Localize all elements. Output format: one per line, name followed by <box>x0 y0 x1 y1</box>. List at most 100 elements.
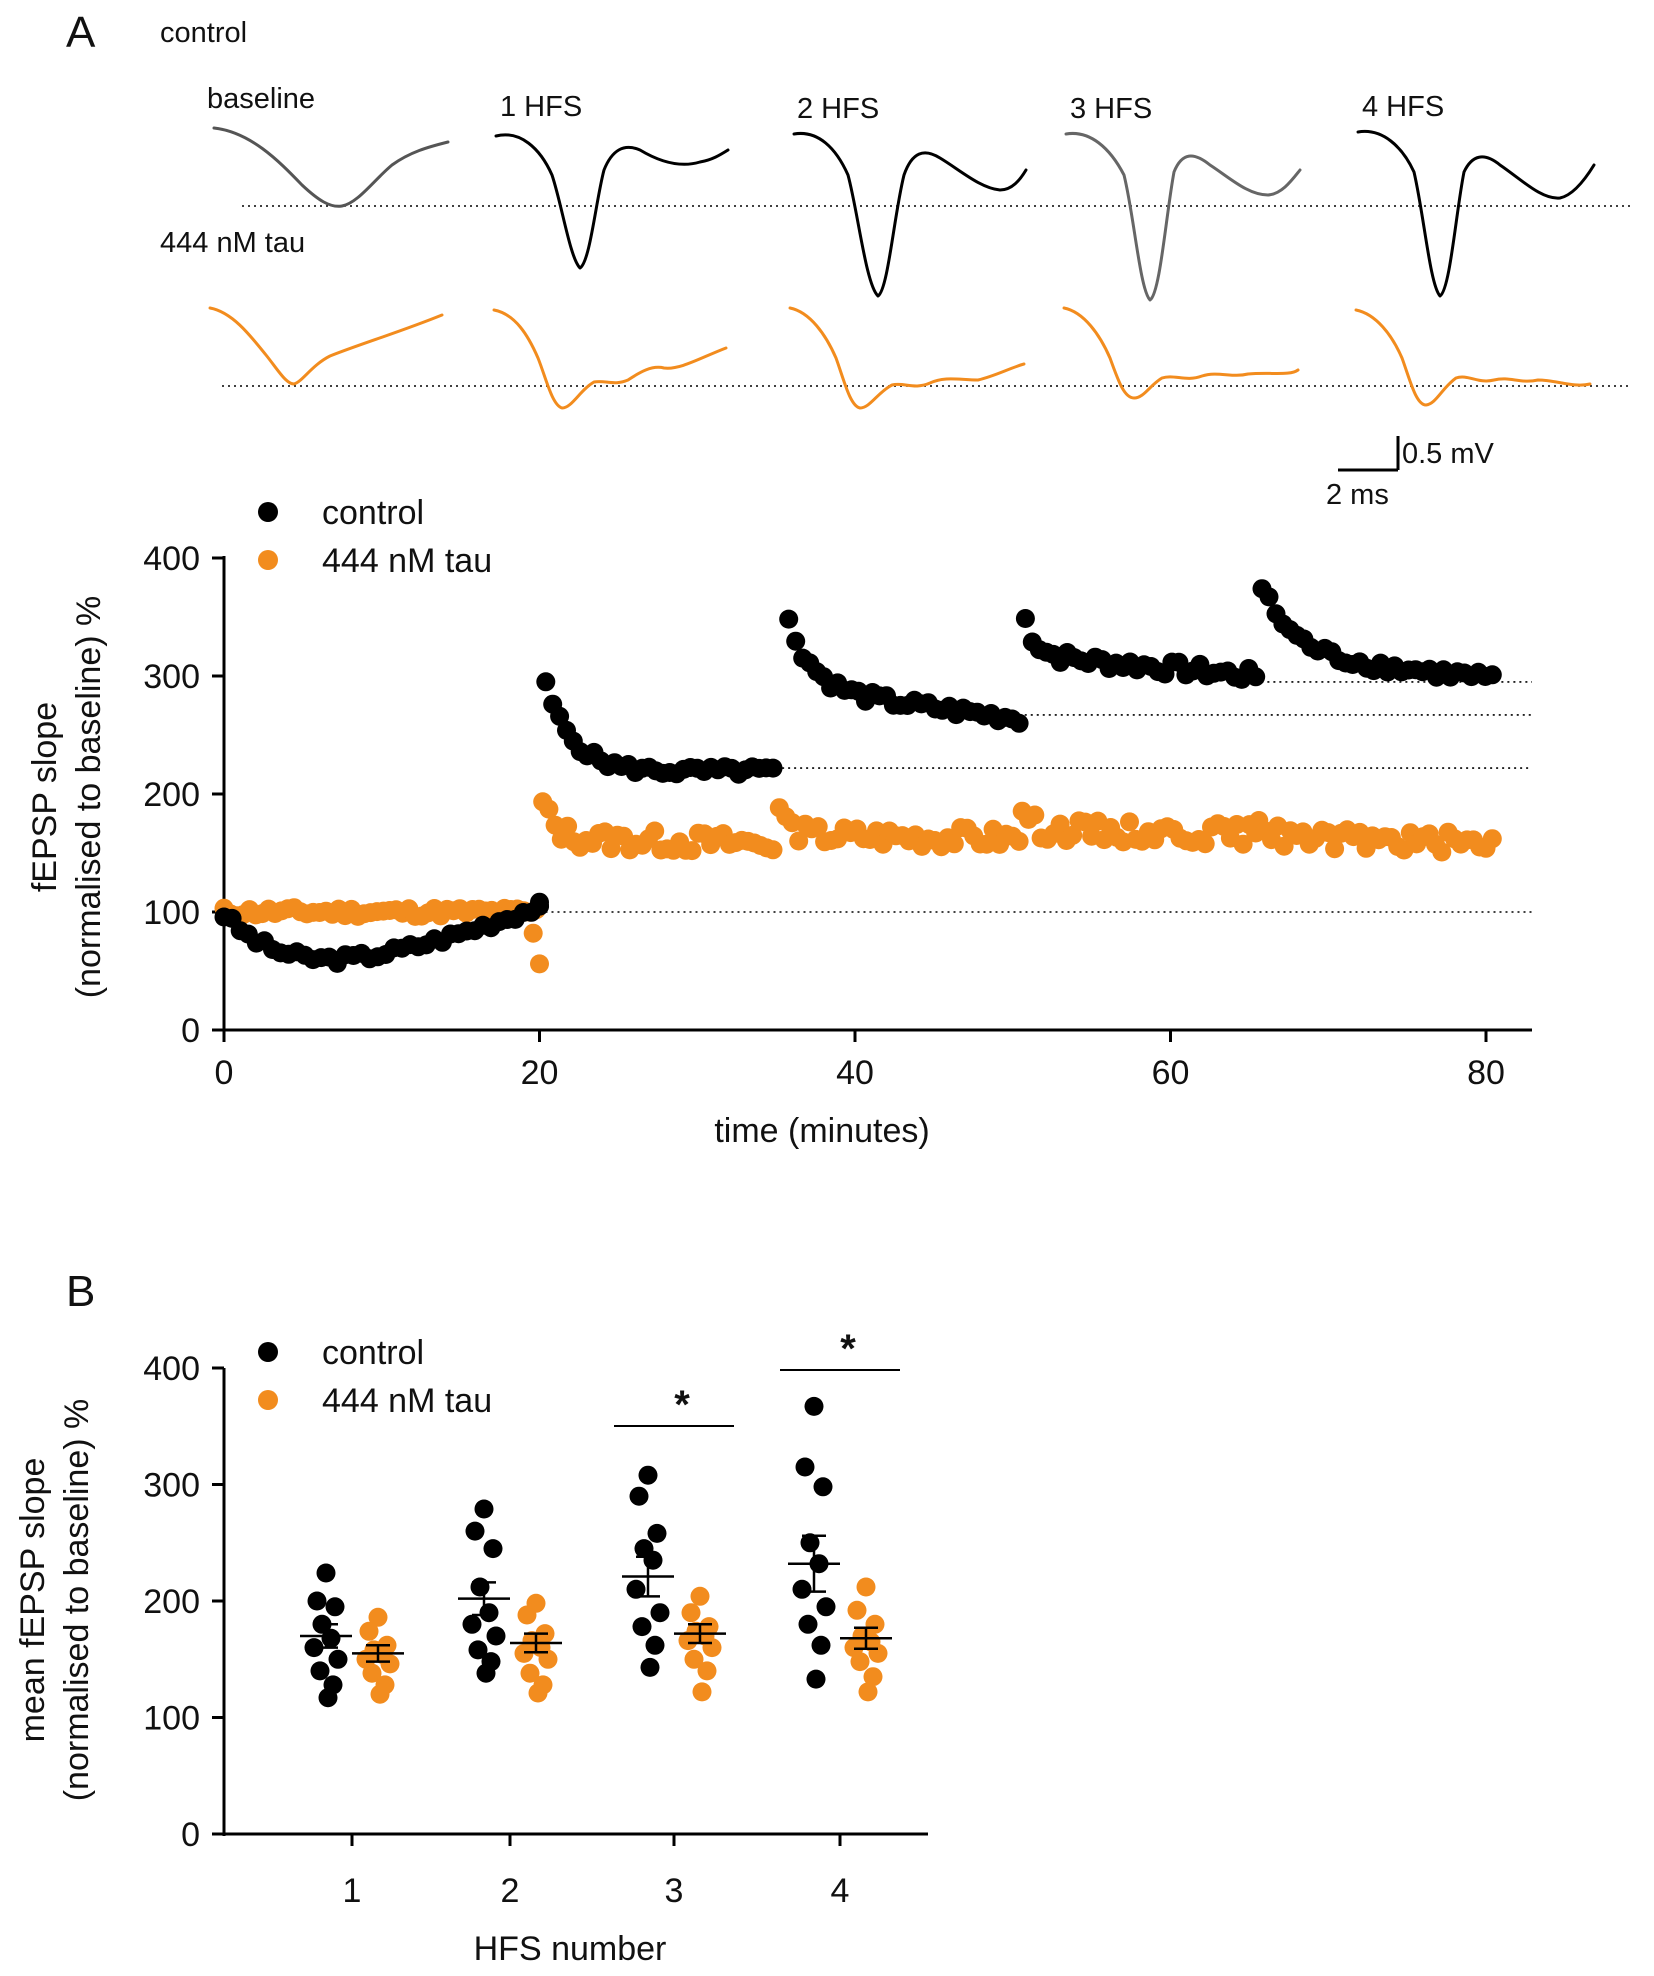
summary-point-control <box>643 1550 663 1570</box>
scale-bar: 0.5 mV 2 ms <box>1326 436 1495 511</box>
summary-point-tau <box>856 1577 876 1597</box>
summary-y-tick-label: 200 <box>143 1583 200 1621</box>
timecourse-y-tick-label: 0 <box>181 1012 200 1050</box>
summary-point-tau <box>850 1652 870 1672</box>
tau-trace-baseline <box>208 306 444 386</box>
timecourse-point-control <box>786 631 806 651</box>
summary-point-tau <box>678 1631 698 1651</box>
timecourse-y-tick-label: 400 <box>143 540 200 578</box>
summary-point-control <box>310 1661 330 1681</box>
summary-point-control <box>795 1457 815 1477</box>
summary-point-control <box>468 1640 488 1660</box>
timecourse-point-control <box>763 758 783 778</box>
timecourse-y-tick-label: 300 <box>143 658 200 696</box>
timecourse-y-tick-label: 200 <box>143 776 200 814</box>
timecourse-point-tau <box>539 799 559 819</box>
timecourse-point-control <box>1015 609 1035 628</box>
summary-x-tick-label: 4 <box>831 1872 850 1910</box>
timecourse-point-tau <box>808 817 828 837</box>
timecourse-x-tick-label: 80 <box>1467 1054 1505 1092</box>
timecourse-plot: control 444 nM tau 0 100 200 300 400 0 20 40 60… <box>26 494 1532 1150</box>
summary-point-control <box>465 1521 485 1541</box>
significance-star: * <box>674 1383 690 1427</box>
timecourse-point-control <box>1482 665 1502 685</box>
summary-y-ticks: 0 100 200 300 400 <box>143 1350 224 1854</box>
summary-point-tau <box>684 1649 704 1669</box>
timecourse-points <box>214 579 1502 974</box>
timecourse-x-tick-label: 40 <box>836 1054 874 1092</box>
summary-point-tau <box>858 1682 878 1702</box>
summary-point-control <box>316 1563 336 1583</box>
timecourse-point-tau <box>682 841 702 861</box>
timecourse-y-tick-label: 100 <box>143 894 200 932</box>
timecourse-point-tau <box>1233 834 1253 854</box>
timecourse-point-control <box>530 896 549 916</box>
tau-traces <box>208 306 1592 410</box>
trace-col-label-4hfs: 4 HFS <box>1362 91 1444 123</box>
summary-point-tau <box>528 1683 548 1703</box>
trace-col-label-1hfs: 1 HFS <box>500 91 582 123</box>
control-trace-baseline <box>212 126 450 208</box>
summary-point-tau <box>863 1667 883 1687</box>
summary-point-tau <box>380 1654 400 1674</box>
row-label-tau: 444 nM tau <box>160 227 305 259</box>
summary-point-control <box>328 1649 348 1669</box>
summary-y-tick-label: 0 <box>181 1816 200 1854</box>
tau-trace-2hfs <box>788 306 1026 410</box>
summary-point-tau <box>359 1621 379 1641</box>
control-trace-1hfs <box>494 133 730 270</box>
timecourse-axes <box>222 556 1532 1032</box>
summary-legend-control-marker <box>258 1342 278 1362</box>
summary-point-control <box>325 1597 345 1617</box>
summary-y-axis-label-line2: (normalised to baseline) % <box>58 1399 96 1802</box>
timecourse-point-tau <box>789 831 809 851</box>
timecourse-point-tau <box>530 954 549 974</box>
summary-legend-tau-marker <box>258 1390 278 1410</box>
summary-y-tick-label: 100 <box>143 1700 200 1738</box>
summary-point-tau <box>702 1638 722 1658</box>
timecourse-x-tick-label: 20 <box>521 1054 559 1092</box>
summary-point-tau <box>697 1661 717 1681</box>
summary-legend: control 444 nM tau <box>258 1334 492 1420</box>
summary-point-control <box>307 1591 327 1611</box>
control-trace-4hfs <box>1356 129 1596 298</box>
timecourse-point-tau <box>1063 825 1083 845</box>
timecourse-point-control <box>536 672 556 692</box>
timecourse-point-tau <box>1274 836 1294 856</box>
summary-point-control <box>647 1523 667 1543</box>
timecourse-legend-tau-label: 444 nM tau <box>322 542 492 580</box>
timecourse-point-control <box>1009 713 1029 733</box>
summary-point-tau <box>865 1614 885 1634</box>
summary-point-control <box>792 1579 812 1599</box>
summary-legend-control-label: control <box>322 1334 424 1372</box>
tau-trace-3hfs <box>1062 306 1300 400</box>
summary-point-tau <box>690 1586 710 1606</box>
scale-bar-time-label: 2 ms <box>1326 479 1389 511</box>
timecourse-x-tick-label: 0 <box>215 1054 234 1092</box>
summary-point-control <box>321 1628 341 1648</box>
summary-point-tau <box>362 1663 382 1683</box>
summary-point-control <box>626 1579 646 1599</box>
summary-point-tau <box>868 1643 888 1663</box>
timecourse-x-tick-label: 60 <box>1152 1054 1190 1092</box>
summary-x-tick-label: 1 <box>343 1872 362 1910</box>
trace-col-label-3hfs: 3 HFS <box>1070 93 1152 125</box>
timecourse-y-axis-label-line1: fEPSP slope <box>26 702 64 892</box>
timecourse-x-ticks: 0 20 40 60 80 <box>215 1030 1505 1092</box>
timecourse-point-control <box>1246 667 1266 687</box>
significance-star: * <box>840 1327 856 1371</box>
summary-point-control <box>811 1635 831 1655</box>
summary-point-control <box>476 1663 496 1683</box>
summary-point-control <box>640 1657 660 1677</box>
timecourse-point-tau <box>1120 812 1139 832</box>
timecourse-point-tau <box>558 816 578 836</box>
summary-x-ticks: 1 2 3 4 <box>343 1834 850 1910</box>
timecourse-point-tau <box>944 834 964 854</box>
summary-point-control <box>462 1614 482 1634</box>
timecourse-legend-tau-marker <box>258 550 278 570</box>
timecourse-point-tau <box>1025 805 1045 825</box>
summary-point-control <box>798 1614 818 1634</box>
timecourse-point-tau <box>523 923 543 943</box>
